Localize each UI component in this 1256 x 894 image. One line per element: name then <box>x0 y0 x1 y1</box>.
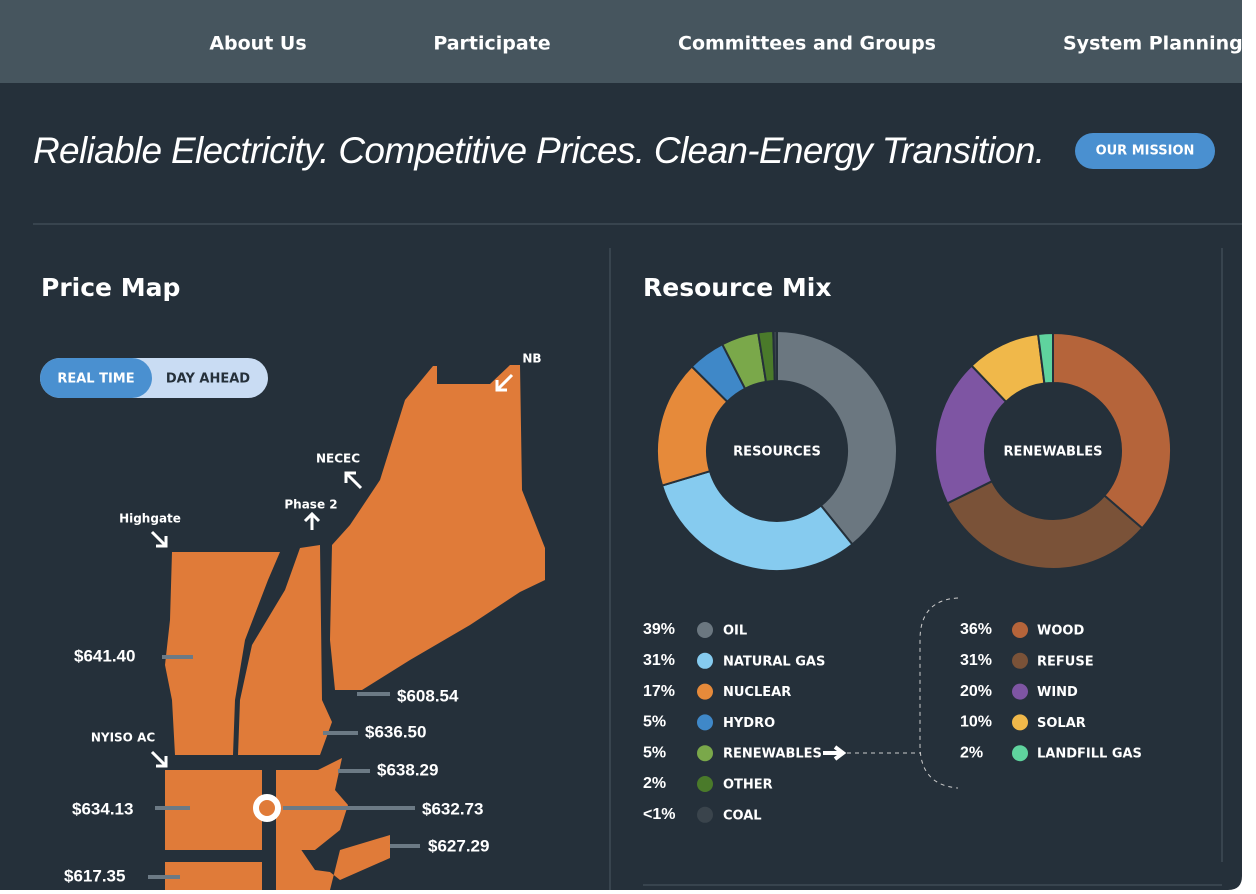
legend-swatch <box>697 806 713 823</box>
legend-swatch <box>1012 745 1028 762</box>
toggle-option[interactable]: REAL TIME <box>57 372 134 387</box>
tagline: Reliable Electricity. Competitive Prices… <box>33 130 1045 171</box>
maine <box>330 365 545 690</box>
price-label[interactable]: $632.73 <box>422 799 483 818</box>
interface-label: Phase 2 <box>284 498 337 512</box>
legend-label: LANDFILL GAS <box>1037 747 1142 762</box>
legend-value: 20% <box>960 683 992 700</box>
legend-swatch <box>697 714 713 731</box>
legend-value: 2% <box>960 744 983 761</box>
vermont <box>165 552 280 755</box>
legend-swatch <box>697 745 713 762</box>
massachusetts-east <box>276 758 348 850</box>
price-label[interactable]: $617.35 <box>64 866 125 885</box>
edge <box>1242 0 1256 890</box>
donut-title: RESOURCES <box>733 445 821 460</box>
price-label[interactable]: $636.50 <box>365 722 426 741</box>
arrow <box>823 745 847 761</box>
legend-value: 39% <box>643 621 675 638</box>
mission-button-label[interactable]: OUR MISSION <box>1096 144 1195 159</box>
legend-label: OIL <box>723 624 747 639</box>
legend-value: <1% <box>643 806 675 823</box>
legend-swatch <box>697 776 713 792</box>
interface-label: Highgate <box>119 512 181 526</box>
interface-label: NYISO AC <box>91 731 156 745</box>
legend-label: RENEWABLES <box>723 747 822 762</box>
legend-label: OTHER <box>723 778 773 793</box>
section-title: Price Map <box>41 273 180 302</box>
legend-label: SOLAR <box>1037 716 1086 731</box>
interface-label: NB <box>522 352 541 366</box>
arrow <box>344 471 363 490</box>
connecticut <box>165 862 262 890</box>
arrow <box>150 750 168 768</box>
legend-swatch <box>697 683 713 700</box>
legend-label: WOOD <box>1037 624 1084 639</box>
legend-swatch <box>1012 652 1028 669</box>
map <box>165 365 545 890</box>
legend-swatch <box>1012 622 1028 638</box>
legend-value: 31% <box>960 652 992 669</box>
legend-swatch <box>697 652 713 669</box>
legend-swatch <box>697 622 713 638</box>
legend-swatch <box>1012 683 1028 700</box>
donut-slice <box>1036 331 1054 385</box>
nav-item[interactable]: Participate <box>433 33 550 55</box>
rhode-island <box>276 835 390 890</box>
toggle-option[interactable]: DAY AHEAD <box>166 372 250 387</box>
legend-swatch <box>1012 714 1028 731</box>
donut-title: RENEWABLES <box>1004 445 1103 460</box>
donut-slice <box>660 469 854 572</box>
legend-value: 2% <box>643 775 666 792</box>
interface-label: NECEC <box>316 452 360 466</box>
legend-label: WIND <box>1037 685 1078 700</box>
donut-slice <box>1052 331 1172 530</box>
mission-button[interactable] <box>1075 133 1215 169</box>
legend-label: HYDRO <box>723 716 775 731</box>
hub-marker[interactable] <box>253 794 281 822</box>
price-label[interactable]: $608.54 <box>397 686 459 705</box>
legend-value: 10% <box>960 714 992 731</box>
legend-label: NUCLEAR <box>723 685 791 700</box>
nav-item[interactable]: About Us <box>209 33 306 55</box>
legend-value: 31% <box>643 652 675 669</box>
legend-value: 5% <box>643 744 666 761</box>
nav-item[interactable]: Committees and Groups <box>678 33 936 55</box>
section-title: Resource Mix <box>643 273 831 302</box>
price-label[interactable]: $638.29 <box>377 760 438 779</box>
massachusetts-west <box>165 770 262 850</box>
legend-value: 5% <box>643 714 666 731</box>
nav-bar <box>0 0 1242 83</box>
donut-slice <box>772 329 778 383</box>
donut-slice <box>776 329 898 546</box>
legend-label: REFUSE <box>1037 654 1094 669</box>
donut-slice <box>945 479 1144 570</box>
arrow <box>495 373 514 392</box>
nav-item[interactable]: System Planning <box>1063 33 1243 55</box>
legend-label: NATURAL GAS <box>723 654 825 669</box>
charts: 39% OIL 31% NATURAL GAS 17% NUCLEAR 5% HYDRO 5% R… <box>643 329 1172 823</box>
legend-label: COAL <box>723 808 762 823</box>
price-label[interactable]: $641.40 <box>74 646 135 665</box>
legend-value: 36% <box>960 621 992 638</box>
toggle-active[interactable] <box>40 358 152 398</box>
price-label[interactable]: $627.29 <box>428 836 489 855</box>
legend-value: 17% <box>643 683 675 700</box>
new-hampshire <box>238 545 332 755</box>
arrow <box>150 530 168 548</box>
price-label[interactable]: $634.13 <box>72 799 133 818</box>
arrow <box>303 511 321 530</box>
